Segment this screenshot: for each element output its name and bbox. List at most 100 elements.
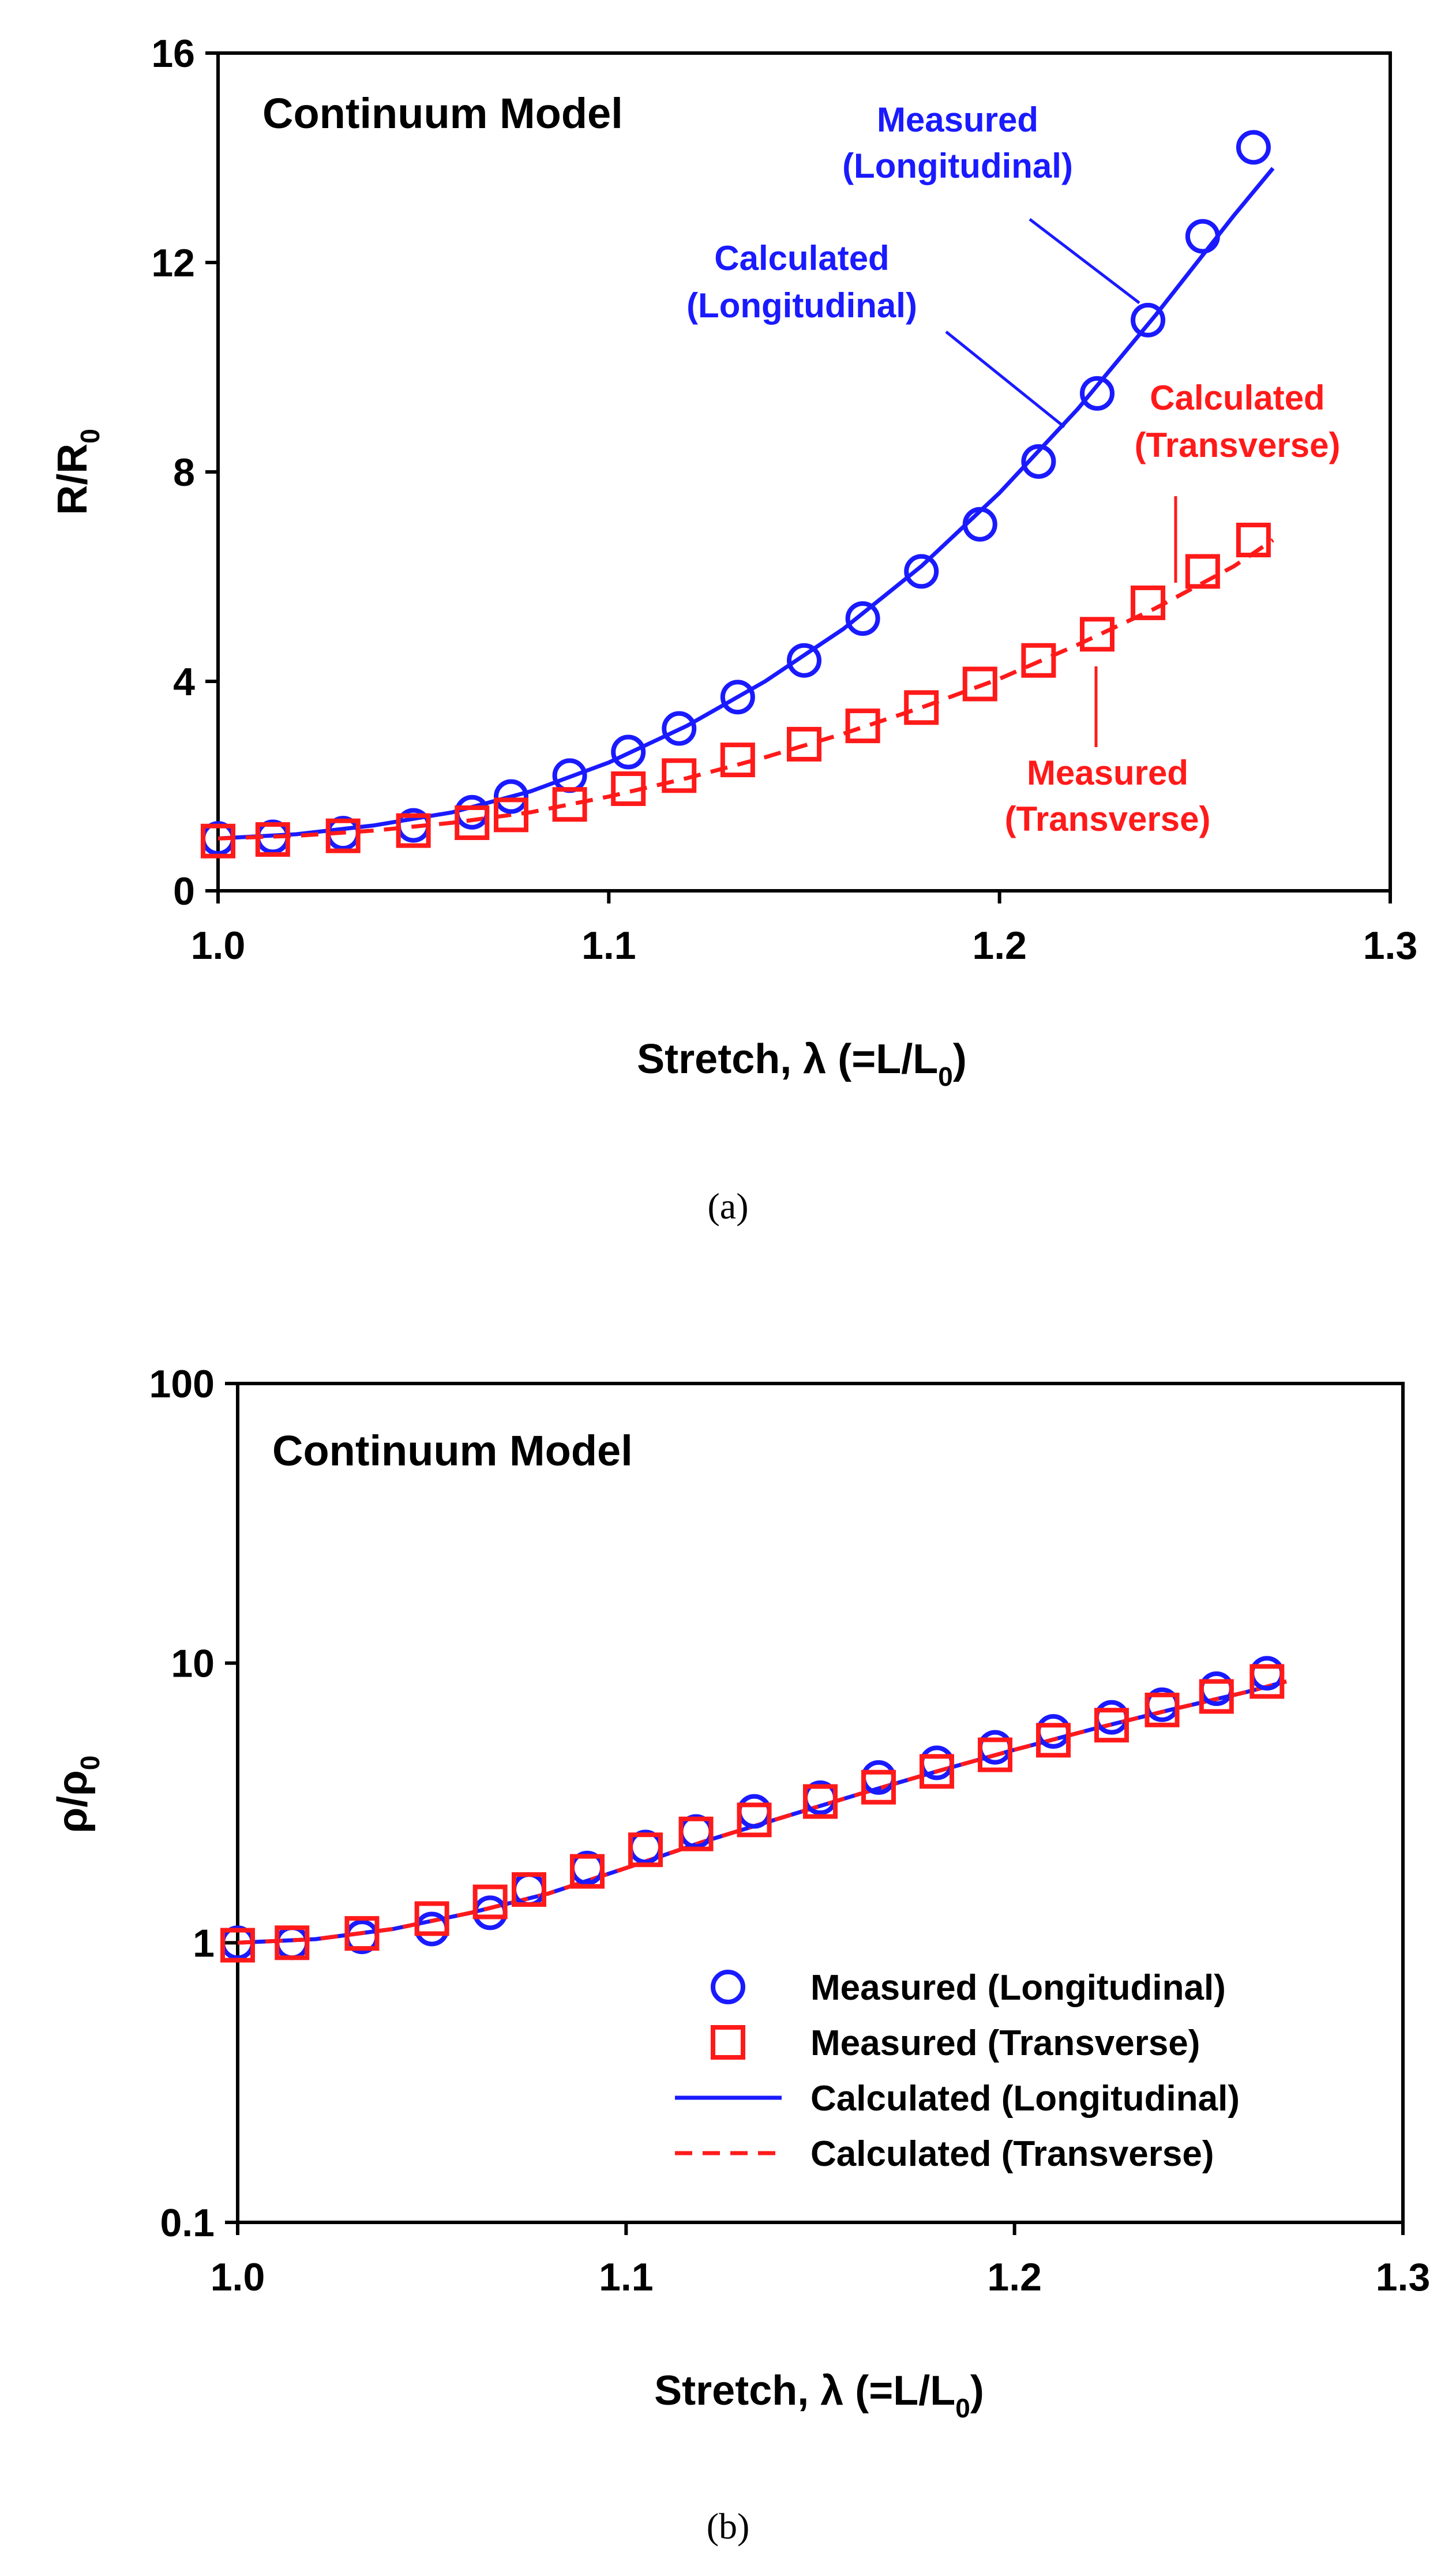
annotation-leader-calculated-longitudinal xyxy=(945,331,1065,428)
tick-marks-a xyxy=(205,51,1392,903)
chart-a-title: Continuum Model xyxy=(262,89,623,137)
chart-b-title: Continuum Model xyxy=(272,1427,633,1475)
x-tick-label: 1.0 xyxy=(191,924,246,968)
y-tick-label: 4 xyxy=(173,660,195,704)
legend-marker-measured-transverse xyxy=(711,2025,745,2060)
annotation-measured-longitudinal-line1: Measured xyxy=(877,100,1038,139)
x-tick-label: 1.2 xyxy=(987,2255,1042,2299)
measured-longitudinal-point xyxy=(962,507,997,542)
tick-labels-b: 1.0 1.1 1.2 1.3 0.1 1 10 100 xyxy=(149,1362,1431,2299)
legend-label-measured-transverse: Measured (Transverse) xyxy=(810,2023,1200,2063)
calculated-transverse-line xyxy=(217,538,1274,841)
measured-transverse-point xyxy=(861,1769,896,1805)
measured-transverse-point xyxy=(803,1784,838,1819)
measured-longitudinal-point xyxy=(611,734,646,770)
measured-transverse-point xyxy=(1080,617,1114,652)
measured-transverse-point xyxy=(472,1884,508,1919)
annotation-calculated-transverse-line1: Calculated xyxy=(1150,378,1324,417)
measured-transverse-point xyxy=(678,1816,714,1851)
y-tick-label: 8 xyxy=(173,451,195,494)
annotation-calculated-longitudinal-line1: Calculated xyxy=(714,239,889,278)
measured-transverse-point xyxy=(396,813,431,848)
x-tick-label: 1.2 xyxy=(972,924,1027,968)
measured-longitudinal-point xyxy=(1249,1656,1285,1691)
measured-longitudinal-point xyxy=(787,643,821,678)
tick-labels-a: 1.0 1.1 1.2 1.3 0 4 8 12 16 xyxy=(151,32,1417,968)
series-b xyxy=(220,1656,1287,1963)
y-axis-label-b: ρ/ρ0 xyxy=(50,1756,105,1834)
measured-transverse-point xyxy=(570,1854,605,1889)
annotation-measured-longitudinal-line2: (Longitudinal) xyxy=(842,147,1073,185)
measured-longitudinal-point xyxy=(1131,302,1166,338)
y-tick-label: 12 xyxy=(151,241,195,285)
measured-longitudinal-point xyxy=(1094,1700,1129,1735)
x-tick-label: 1.1 xyxy=(581,924,636,968)
annotation-leader-measured-longitudinal xyxy=(1029,218,1140,304)
y-tick-label: 0 xyxy=(173,869,195,913)
caption-b: (b) xyxy=(707,2506,750,2547)
x-tick-label: 1.1 xyxy=(599,2255,654,2299)
measured-transverse-point xyxy=(720,743,755,778)
measured-transverse-point xyxy=(662,758,697,793)
measured-transverse-point xyxy=(845,708,880,744)
measured-transverse-point xyxy=(1021,643,1056,678)
y-tick-label: 0.1 xyxy=(160,2201,215,2245)
annotation-calculated-longitudinal-line2: (Longitudinal) xyxy=(686,286,917,325)
series-a xyxy=(201,130,1275,858)
measured-transverse-point xyxy=(414,1901,449,1936)
legend-label-calculated-longitudinal: Calculated (Longitudinal) xyxy=(810,2079,1240,2119)
x-tick-label: 1.3 xyxy=(1363,924,1418,968)
measured-transverse-point xyxy=(1036,1723,1071,1758)
calculated-transverse-line xyxy=(237,1679,1287,1945)
y-tick-label: 16 xyxy=(151,32,195,76)
measured-transverse-point xyxy=(255,822,290,857)
measured-transverse-point xyxy=(494,797,528,833)
measured-transverse-point xyxy=(978,1737,1012,1772)
measured-transverse-point xyxy=(1185,554,1220,589)
measured-longitudinal-point xyxy=(275,1925,310,1960)
measured-transverse-point xyxy=(344,1916,380,1951)
annotation-measured-transverse-line2: (Transverse) xyxy=(1005,800,1211,838)
measured-longitudinal-point xyxy=(904,554,939,589)
plot-frame-b xyxy=(236,1382,1405,2224)
measured-transverse-point xyxy=(1144,1692,1180,1727)
chart-b: 1.0 1.1 1.2 1.3 0.1 1 10 100 Continuum Model Me… xyxy=(50,1362,1430,2547)
measured-transverse-point xyxy=(201,823,235,858)
measured-transverse-point xyxy=(275,1925,310,1960)
measured-transverse-point xyxy=(962,666,997,702)
measured-transverse-point xyxy=(220,1928,255,1963)
measured-longitudinal-point xyxy=(1021,444,1056,479)
measured-transverse-point xyxy=(628,1832,663,1868)
measured-longitudinal-point xyxy=(472,1895,508,1930)
y-tick-label: 1 xyxy=(193,1921,215,1965)
measured-transverse-point xyxy=(920,1754,954,1789)
y-axis-label-a: R/R0 xyxy=(50,429,105,515)
measured-longitudinal-point xyxy=(1185,219,1220,254)
y-tick-label: 10 xyxy=(171,1642,215,1686)
tick-marks-b xyxy=(225,1382,1405,2235)
measured-longitudinal-point xyxy=(494,779,528,814)
y-tick-label: 100 xyxy=(149,1362,215,1406)
measured-longitudinal-point xyxy=(720,680,755,715)
annotation-measured-transverse-line1: Measured xyxy=(1027,753,1188,792)
measured-longitudinal-point xyxy=(455,794,490,830)
measured-transverse-point xyxy=(552,787,587,822)
legend-marker-measured-longitudinal xyxy=(711,1970,745,2004)
measured-longitudinal-point xyxy=(1080,376,1114,411)
measured-transverse-point xyxy=(737,1802,772,1838)
measured-longitudinal-point xyxy=(845,601,880,636)
x-tick-label: 1.0 xyxy=(211,2255,265,2299)
x-axis-label-b: Stretch, λ (=L/L0) xyxy=(654,2368,984,2423)
measured-longitudinal-point xyxy=(414,1911,449,1947)
annotation-calculated-transverse-line2: (Transverse) xyxy=(1135,426,1341,464)
legend-b: Measured (Longitudinal) Measured (Transv… xyxy=(675,1968,1240,2174)
legend-label-measured-longitudinal: Measured (Longitudinal) xyxy=(810,1968,1226,2008)
chart-a: 1.0 1.1 1.2 1.3 0 4 8 12 16 Continuum Model Meas… xyxy=(50,32,1417,1227)
measured-transverse-point xyxy=(512,1872,546,1907)
measured-transverse-point xyxy=(1249,1664,1285,1699)
measured-longitudinal-point xyxy=(737,1794,772,1829)
measured-transverse-point xyxy=(1199,1679,1234,1714)
caption-a: (a) xyxy=(707,1186,748,1227)
